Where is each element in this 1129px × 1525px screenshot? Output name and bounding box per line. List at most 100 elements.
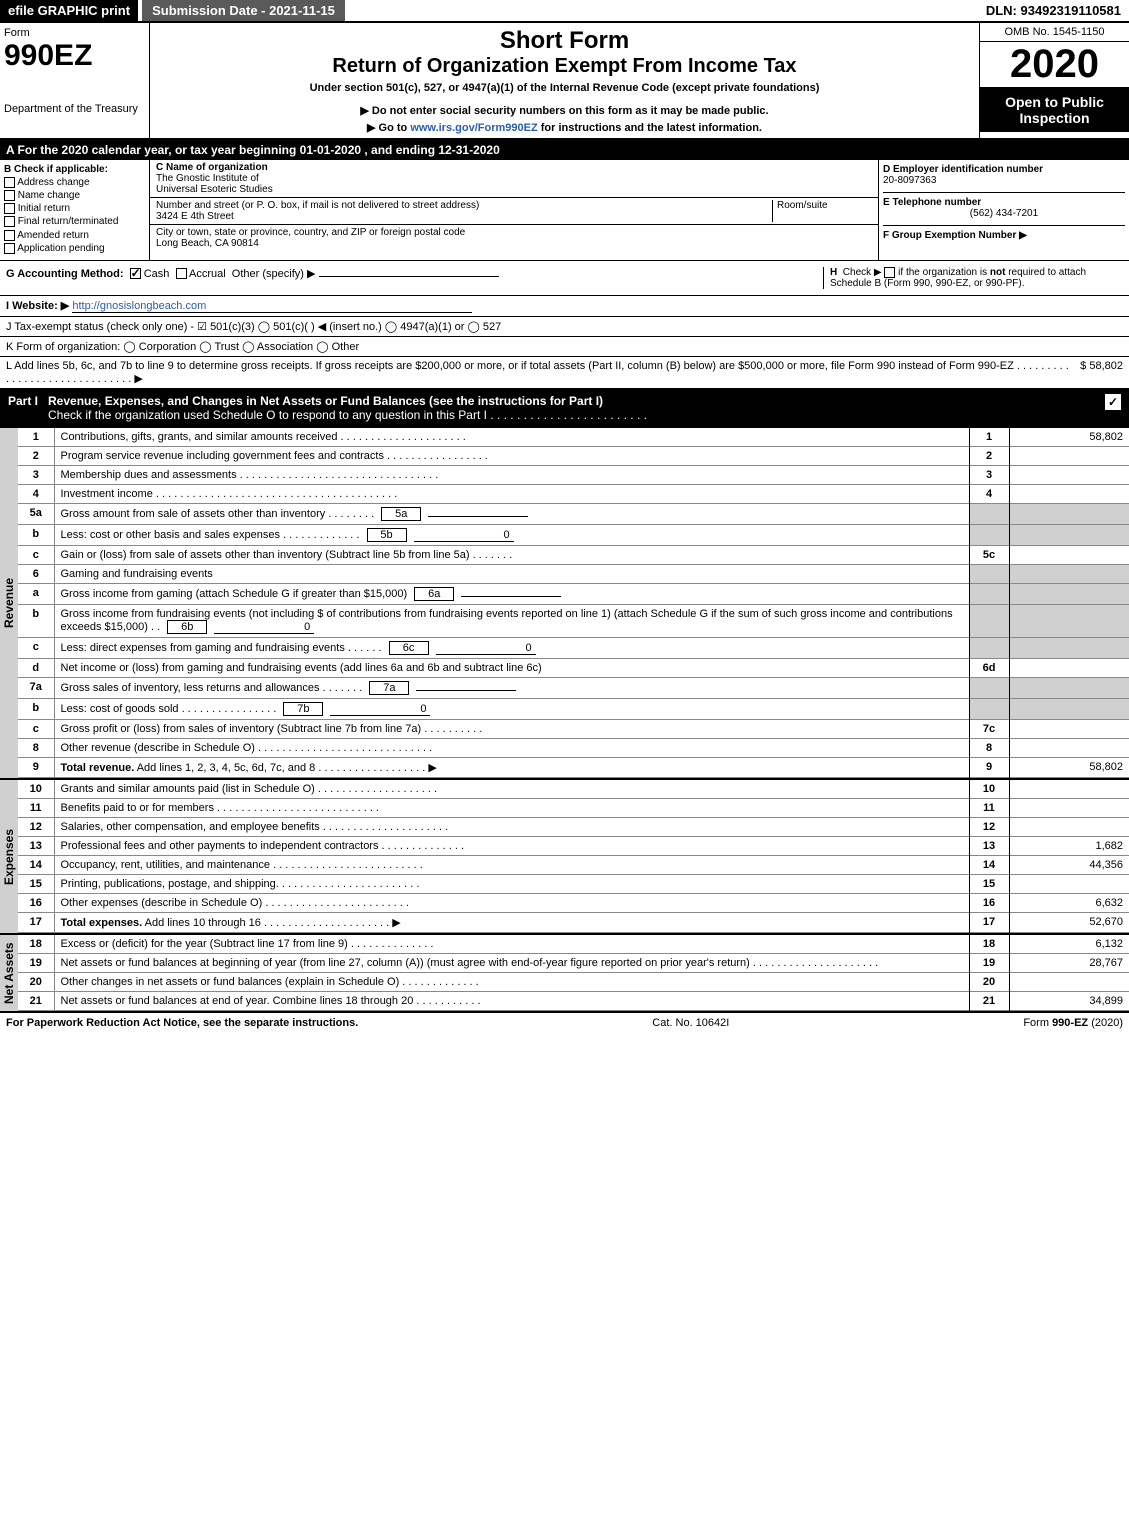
line-desc: Occupancy, rent, utilities, and maintena…: [54, 855, 969, 874]
footer-mid: Cat. No. 10642I: [652, 1017, 729, 1029]
table-row: 5aGross amount from sale of assets other…: [18, 503, 1129, 524]
netassets-vert-label: Net Assets: [0, 935, 18, 1011]
irs-link[interactable]: www.irs.gov/Form990EZ: [410, 122, 537, 134]
line-number: 16: [18, 893, 54, 912]
tax-year: 2020: [980, 42, 1129, 88]
table-row: 2Program service revenue including gover…: [18, 446, 1129, 465]
line-number: 18: [18, 935, 54, 954]
g-accrual: Accrual: [189, 268, 226, 280]
line-amount: [1009, 564, 1129, 583]
efile-print-label[interactable]: efile GRAPHIC print: [0, 0, 138, 21]
netassets-block: Net Assets 18Excess or (deficit) for the…: [0, 933, 1129, 1011]
line-ref: 5c: [969, 545, 1009, 564]
line-ref: [969, 637, 1009, 658]
footer-right-form: 990-EZ: [1052, 1017, 1088, 1029]
line-j: J Tax-exempt status (check only one) - ☑…: [0, 317, 1129, 337]
top-bar: efile GRAPHIC print Submission Date - 20…: [0, 0, 1129, 23]
table-row: 4Investment income . . . . . . . . . . .…: [18, 484, 1129, 503]
table-row: 19Net assets or fund balances at beginni…: [18, 953, 1129, 972]
line-number: 13: [18, 836, 54, 855]
line-ref: 1: [969, 428, 1009, 447]
sub-amount: [461, 596, 561, 597]
c-name-label: C Name of organization: [156, 162, 872, 173]
line-amount: [1009, 798, 1129, 817]
check-address-change[interactable]: Address change: [4, 177, 145, 188]
info-grid: B Check if applicable: Address change Na…: [0, 160, 1129, 261]
line-desc: Salaries, other compensation, and employ…: [54, 817, 969, 836]
section-d-e-f: D Employer identification number20-80973…: [879, 160, 1129, 260]
line-amount: [1009, 637, 1129, 658]
section-b: B Check if applicable: Address change Na…: [0, 160, 150, 260]
check-application-pending[interactable]: Application pending: [4, 243, 145, 254]
g-cash-checkbox[interactable]: [130, 268, 141, 279]
sub-amount: 0: [214, 621, 314, 634]
line-ref: 8: [969, 738, 1009, 757]
d-ein-label: D Employer identification number: [883, 164, 1043, 175]
check-name-change[interactable]: Name change: [4, 190, 145, 201]
line-number: 17: [18, 912, 54, 932]
check-amended-return[interactable]: Amended return: [4, 230, 145, 241]
line-ref: [969, 583, 1009, 604]
line-ref: 11: [969, 798, 1009, 817]
table-row: 20Other changes in net assets or fund ba…: [18, 972, 1129, 991]
goto-line: ▶ Go to www.irs.gov/Form990EZ for instru…: [154, 121, 975, 134]
line-desc: Program service revenue including govern…: [54, 446, 969, 465]
line-ref: 16: [969, 893, 1009, 912]
line-desc: Net income or (loss) from gaming and fun…: [54, 658, 969, 677]
c-city-label: City or town, state or province, country…: [156, 227, 872, 238]
line-number: 15: [18, 874, 54, 893]
check-final-return[interactable]: Final return/terminated: [4, 216, 145, 227]
line-ref: 17: [969, 912, 1009, 932]
part1-check-text: Check if the organization used Schedule …: [48, 408, 647, 422]
g-other: Other (specify) ▶: [232, 268, 316, 280]
return-title: Return of Organization Exempt From Incom…: [154, 55, 975, 78]
line-amount: [1009, 446, 1129, 465]
section-g-h: G Accounting Method: Cash Accrual Other …: [0, 261, 1129, 296]
netassets-table: 18Excess or (deficit) for the year (Subt…: [18, 935, 1129, 1011]
h-not: not: [990, 267, 1006, 278]
line-amount: 44,356: [1009, 855, 1129, 874]
line-ref: 19: [969, 953, 1009, 972]
part1-tag: Part I: [8, 394, 38, 422]
line-number: c: [18, 637, 54, 658]
line-desc: Contributions, gifts, grants, and simila…: [54, 428, 969, 447]
check-amended-return-label: Amended return: [17, 230, 89, 241]
check-initial-return[interactable]: Initial return: [4, 203, 145, 214]
line-ref: 12: [969, 817, 1009, 836]
i-label: I Website: ▶: [6, 300, 69, 312]
g-accrual-checkbox[interactable]: [176, 268, 187, 279]
line-ref: [969, 604, 1009, 637]
header-right: OMB No. 1545-1150 2020 Open to Public In…: [979, 23, 1129, 138]
line-desc: Gaming and fundraising events: [54, 564, 969, 583]
website-link[interactable]: http://gnosislongbeach.com: [72, 300, 472, 313]
expenses-block: Expenses 10Grants and similar amounts pa…: [0, 778, 1129, 933]
line-number: b: [18, 604, 54, 637]
table-row: bGross income from fundraising events (n…: [18, 604, 1129, 637]
table-row: 9Total revenue. Add lines 1, 2, 3, 4, 5c…: [18, 757, 1129, 777]
line-number: 5a: [18, 503, 54, 524]
open-public: Open to Public Inspection: [980, 88, 1129, 132]
line-desc: Total revenue. Add lines 1, 2, 3, 4, 5c,…: [54, 757, 969, 777]
line-ref: [969, 698, 1009, 719]
line-desc: Net assets or fund balances at end of ye…: [54, 991, 969, 1010]
line-number: 9: [18, 757, 54, 777]
line-amount: [1009, 738, 1129, 757]
line-ref: 18: [969, 935, 1009, 954]
line-number: c: [18, 719, 54, 738]
line-number: 11: [18, 798, 54, 817]
part1-checkbox[interactable]: ✓: [1105, 394, 1121, 410]
sub-ref: 5b: [367, 528, 407, 542]
table-row: 21Net assets or fund balances at end of …: [18, 991, 1129, 1010]
g-other-input[interactable]: [319, 276, 499, 277]
sub-amount: [416, 690, 516, 691]
line-desc: Gain or (loss) from sale of assets other…: [54, 545, 969, 564]
page-footer: For Paperwork Reduction Act Notice, see …: [0, 1011, 1129, 1033]
line-number: a: [18, 583, 54, 604]
period-row: A For the 2020 calendar year, or tax yea…: [0, 140, 1129, 160]
section-c: C Name of organization The Gnostic Insti…: [150, 160, 879, 260]
line-desc: Other revenue (describe in Schedule O) .…: [54, 738, 969, 757]
check-final-return-label: Final return/terminated: [18, 217, 119, 228]
h-checkbox[interactable]: [884, 267, 895, 278]
line-desc: Membership dues and assessments . . . . …: [54, 465, 969, 484]
table-row: 16Other expenses (describe in Schedule O…: [18, 893, 1129, 912]
